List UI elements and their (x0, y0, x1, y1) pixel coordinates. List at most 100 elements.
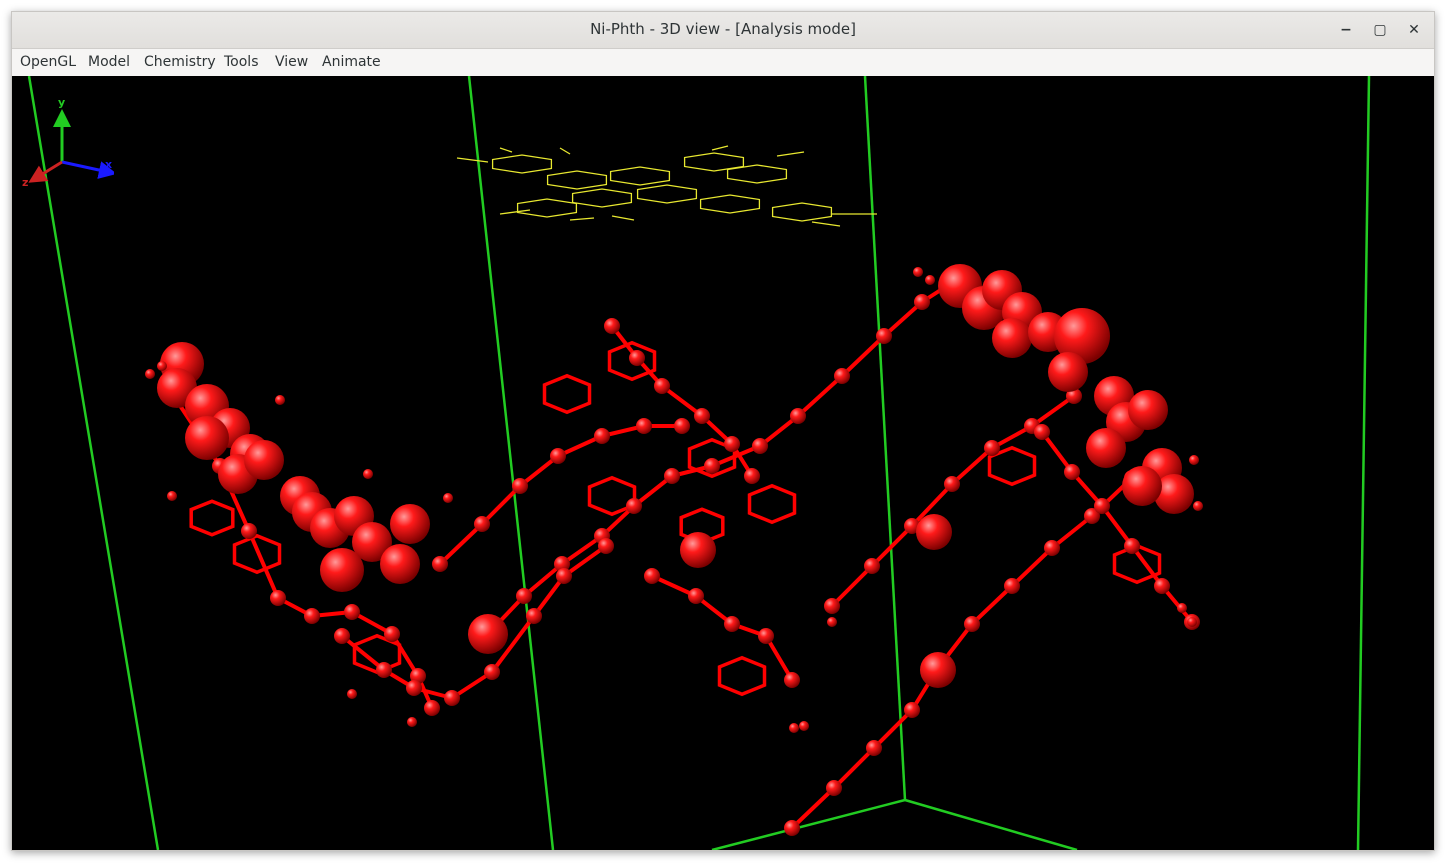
atom-large (352, 522, 392, 562)
wireframe-bond (611, 215, 635, 221)
molecule-atoms (145, 264, 1203, 836)
atom (432, 556, 448, 572)
wireframe-bond (569, 217, 595, 221)
cell-edge (711, 798, 906, 850)
bond (562, 544, 608, 578)
hydrogen-atom (789, 723, 799, 733)
hydrogen-atom (925, 275, 935, 285)
atom (664, 468, 680, 484)
atom (516, 588, 532, 604)
hydrogen-atom (157, 361, 167, 371)
wireframe-bond (811, 221, 841, 227)
close-button[interactable]: ✕ (1408, 22, 1420, 38)
selected-molecule-wireframe (456, 145, 877, 227)
bond (882, 300, 924, 338)
hydrogen-atom (443, 493, 453, 503)
bond (970, 584, 1014, 626)
atom (724, 616, 740, 632)
atom (984, 440, 1000, 456)
hydrogen-atom (347, 689, 357, 699)
atom (644, 568, 660, 584)
bond (764, 634, 794, 682)
atom (904, 518, 920, 534)
bond (796, 374, 844, 418)
hydrogen-atom (145, 369, 155, 379)
atom (758, 628, 774, 644)
z-axis-label: z (22, 176, 28, 189)
atom (964, 616, 980, 632)
hydrogen-atom (827, 617, 837, 627)
atom (784, 672, 800, 688)
bond (660, 384, 704, 418)
atom (304, 608, 320, 624)
menu-model[interactable]: Model (88, 54, 131, 70)
atom-large (916, 514, 952, 550)
bond (1100, 504, 1134, 548)
hydrogen-atom (275, 395, 285, 405)
menu-chemistry[interactable]: Chemistry (144, 54, 216, 70)
cell-edge (467, 76, 555, 850)
atom (1064, 464, 1080, 480)
molecule-scene[interactable] (12, 76, 1434, 850)
atom-large (1122, 466, 1162, 506)
minimize-button[interactable]: − (1340, 22, 1352, 38)
bond (1010, 546, 1054, 588)
bond (480, 484, 522, 526)
cell-edge (1356, 76, 1371, 850)
wireframe-ring (726, 164, 788, 184)
atom (554, 556, 570, 572)
bond (910, 482, 954, 528)
atom-large (320, 548, 364, 592)
menu-opengl[interactable]: OpenGL (20, 54, 77, 70)
opengl-3d-viewport[interactable]: y x z (12, 76, 1434, 850)
title-bar[interactable]: Ni-Phth - 3D view - [Analysis mode] − ▢ … (12, 12, 1434, 49)
wireframe-ring (546, 170, 608, 190)
menu-tools[interactable]: Tools (224, 54, 259, 70)
wireframe-ring (516, 198, 578, 218)
wireframe-ring (571, 188, 633, 208)
bond (758, 414, 800, 448)
cell-edge (904, 798, 1078, 850)
bond (1030, 394, 1076, 428)
wireframe-bond (559, 147, 571, 155)
bond (532, 574, 566, 618)
atom-large (920, 652, 956, 688)
atom (904, 702, 920, 718)
application-window: Ni-Phth - 3D view - [Analysis mode] − ▢ … (11, 11, 1435, 851)
atom (864, 558, 880, 574)
atom (944, 476, 960, 492)
atom-large (1054, 308, 1110, 364)
aromatic-ring (607, 340, 657, 382)
hydrogen-atom (1189, 455, 1199, 465)
menu-animate[interactable]: Animate (322, 54, 381, 70)
atom (484, 664, 500, 680)
x-axis-arrow (61, 160, 114, 179)
window-title: Ni-Phth - 3D view - [Analysis mode] (590, 20, 856, 38)
atom (790, 408, 806, 424)
wireframe-bond (456, 157, 489, 163)
atom (334, 628, 350, 644)
wireframe-ring (699, 194, 761, 214)
aromatic-ring (987, 445, 1037, 487)
atom-large (680, 532, 716, 568)
bond (872, 708, 914, 750)
wireframe-ring (636, 184, 698, 204)
aromatic-ring (189, 499, 235, 537)
atom (674, 418, 690, 434)
atom (474, 516, 490, 532)
menu-bar: OpenGL Model Chemistry Tools View Animat… (12, 49, 1434, 77)
menu-view[interactable]: View (275, 54, 309, 70)
hydrogen-atom (407, 717, 417, 727)
atom-large (468, 614, 508, 654)
wireframe-bond (499, 209, 531, 215)
aromatic-ring (542, 373, 592, 415)
maximize-button[interactable]: ▢ (1373, 22, 1387, 38)
wireframe-ring (609, 166, 671, 186)
cell-edge (27, 76, 160, 850)
atom (1154, 578, 1170, 594)
atom-large (390, 504, 430, 544)
atom (1124, 538, 1140, 554)
atom (704, 458, 720, 474)
bond (560, 534, 604, 566)
bond (950, 446, 994, 486)
